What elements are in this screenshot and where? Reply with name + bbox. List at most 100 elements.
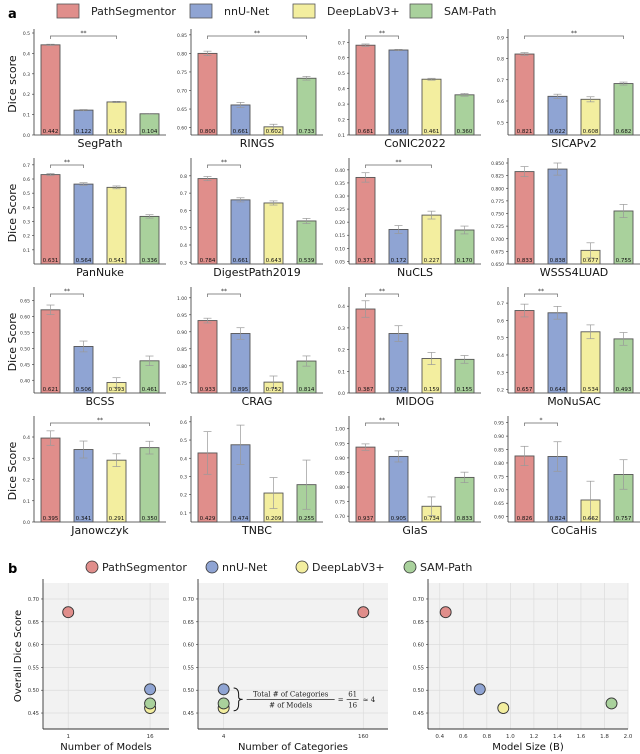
legend-label: nnU-Net xyxy=(222,561,268,574)
y-tick-label: 0.45 xyxy=(183,711,194,717)
bar xyxy=(40,437,61,523)
legend-item: SAM-Path xyxy=(409,3,496,19)
y-tick-label: 0.1 xyxy=(23,248,30,254)
significance-bracket xyxy=(365,422,399,426)
bar xyxy=(388,333,409,394)
bar-value-label: 0.387 xyxy=(358,387,374,393)
bar-value-label: 0.291 xyxy=(109,516,125,522)
bar-value-label: 0.821 xyxy=(517,129,533,135)
y-tick-label: 0.4 xyxy=(180,456,187,462)
y-tick-label: 0.95 xyxy=(494,421,504,427)
bar-value-label: 0.564 xyxy=(76,258,92,264)
legend-item: DeepLabV3+ xyxy=(292,3,400,19)
bar-value-label: 0.461 xyxy=(142,387,158,393)
bar xyxy=(613,83,634,136)
y-tick-label: 0.85 xyxy=(177,33,187,39)
bar xyxy=(355,446,376,523)
bar-value-label: 0.371 xyxy=(358,258,374,264)
bar xyxy=(40,174,61,265)
scatter-point xyxy=(439,606,452,619)
y-axis-label: Overall Dice Score xyxy=(13,610,24,702)
panel-label-a: a xyxy=(8,7,17,22)
legend-marker xyxy=(403,560,417,574)
legend-label: PathSegmentor xyxy=(91,5,176,18)
bar-subplot-midog: 0.0 0.1 0.2 0.3 0.4 0.387 0.274 0.159 0.155 ** MID… xyxy=(338,287,481,408)
x-tick-label: 1 xyxy=(66,734,70,740)
bar-value-label: 0.209 xyxy=(266,516,282,522)
y-tick-label: 0.85 xyxy=(335,470,345,476)
x-tick-label: 1.0 xyxy=(506,734,515,740)
y-tick-label: 0.5 xyxy=(180,438,187,444)
subplot-title: Janowczyk xyxy=(70,524,129,537)
fraction-value-denominator: 16 xyxy=(348,701,357,709)
bar-value-label: 0.506 xyxy=(76,387,92,393)
equals-sign: = xyxy=(338,696,344,704)
scatter-point xyxy=(144,683,157,696)
y-tick-label: 0.3 xyxy=(180,474,187,480)
y-tick-label: 0.725 xyxy=(491,224,504,230)
legend-marker xyxy=(85,560,99,574)
bar-subplot-rings: 0.60 0.65 0.70 0.75 0.80 0.85 0.800 0.661 0.602 0… xyxy=(177,29,323,150)
y-tick-label: 1.00 xyxy=(335,427,345,433)
bar xyxy=(355,44,376,136)
y-tick-label: 0.3 xyxy=(338,102,345,108)
scatter-point xyxy=(144,697,157,710)
y-tick-label: 0.20 xyxy=(335,220,345,226)
bar-subplot-glas: 0.70 0.75 0.80 0.85 0.90 0.95 1.00 0.937 0.905 0.… xyxy=(335,416,481,537)
bar-value-label: 0.650 xyxy=(391,129,407,135)
y-tick-label: 0.70 xyxy=(28,597,39,603)
y-tick-label: 0.1 xyxy=(23,113,30,119)
significance-label: * xyxy=(540,417,543,424)
bar-subplot-janowczyk: 0.0 0.1 0.2 0.3 0.4 0.395 0.341 0.291 0.350 ** Jan… xyxy=(6,416,166,537)
y-tick-label: 0.55 xyxy=(20,330,30,336)
bar-subplot-wsss4luad: 0.650 0.675 0.700 0.725 0.750 0.775 0.800 0.825… xyxy=(491,158,640,279)
significance-label: ** xyxy=(379,30,385,37)
y-tick-label: 0.8 xyxy=(180,174,187,180)
y-tick-label: 0.5 xyxy=(180,226,187,232)
legend-item: SAM-Path xyxy=(403,560,472,574)
y-tick-label: 0.7 xyxy=(23,163,30,169)
bar-subplot-nucls: 0.05 0.10 0.15 0.20 0.25 0.30 0.35 0.40 0.371 0.1… xyxy=(335,158,481,279)
legend-item: DeepLabV3+ xyxy=(295,560,385,574)
bar-value-label: 0.661 xyxy=(233,129,249,135)
bar-value-label: 0.350 xyxy=(142,516,158,522)
x-axis-label: Number of Categories xyxy=(238,742,348,753)
subplot-title: DigestPath2019 xyxy=(213,266,300,279)
y-tick-label: 0.3 xyxy=(338,326,345,332)
bar-value-label: 0.608 xyxy=(583,129,599,135)
bar-value-label: 0.682 xyxy=(616,129,632,135)
y-tick-label: 0.0 xyxy=(23,133,30,139)
y-tick-label: 0.2 xyxy=(23,478,30,484)
y-tick-label: 0.45 xyxy=(413,711,424,717)
y-axis-label: Dice score xyxy=(6,55,19,113)
legend-item: PathSegmentor xyxy=(85,560,187,574)
bar-subplot-crag: 0.75 0.80 0.85 0.90 0.95 1.00 0.933 0.895 0.752 0… xyxy=(177,287,323,408)
y-tick-label: 0.10 xyxy=(335,246,345,252)
bar-value-label: 0.336 xyxy=(142,258,158,264)
x-tick-label: 0.8 xyxy=(482,734,491,740)
significance-label: ** xyxy=(81,30,87,37)
y-tick-label: 0.75 xyxy=(494,474,504,480)
bar xyxy=(263,202,284,265)
significance-label: ** xyxy=(221,288,227,295)
y-tick-label: 0.60 xyxy=(20,315,30,321)
approx-result: ≈ 4 xyxy=(363,696,376,704)
y-tick-label: 0.5 xyxy=(497,120,504,126)
subplot-title: BCSS xyxy=(86,395,115,408)
legend-marker xyxy=(295,560,309,574)
y-tick-label: 0.6 xyxy=(180,208,187,214)
bar-value-label: 0.657 xyxy=(517,387,533,393)
bar xyxy=(106,459,127,523)
y-tick-label: 0.85 xyxy=(494,448,504,454)
y-tick-label: 0.05 xyxy=(335,259,345,265)
significance-bracket xyxy=(50,164,84,168)
bar xyxy=(230,199,251,265)
legend-swatch xyxy=(409,3,433,19)
significance-label: ** xyxy=(379,288,385,295)
y-tick-label: 0.80 xyxy=(177,51,187,57)
y-tick-label: 0.90 xyxy=(494,434,504,440)
scatter-point xyxy=(217,683,230,696)
significance-label: ** xyxy=(379,417,385,424)
x-tick-label: 1.8 xyxy=(600,734,609,740)
significance-bracket xyxy=(524,422,558,426)
